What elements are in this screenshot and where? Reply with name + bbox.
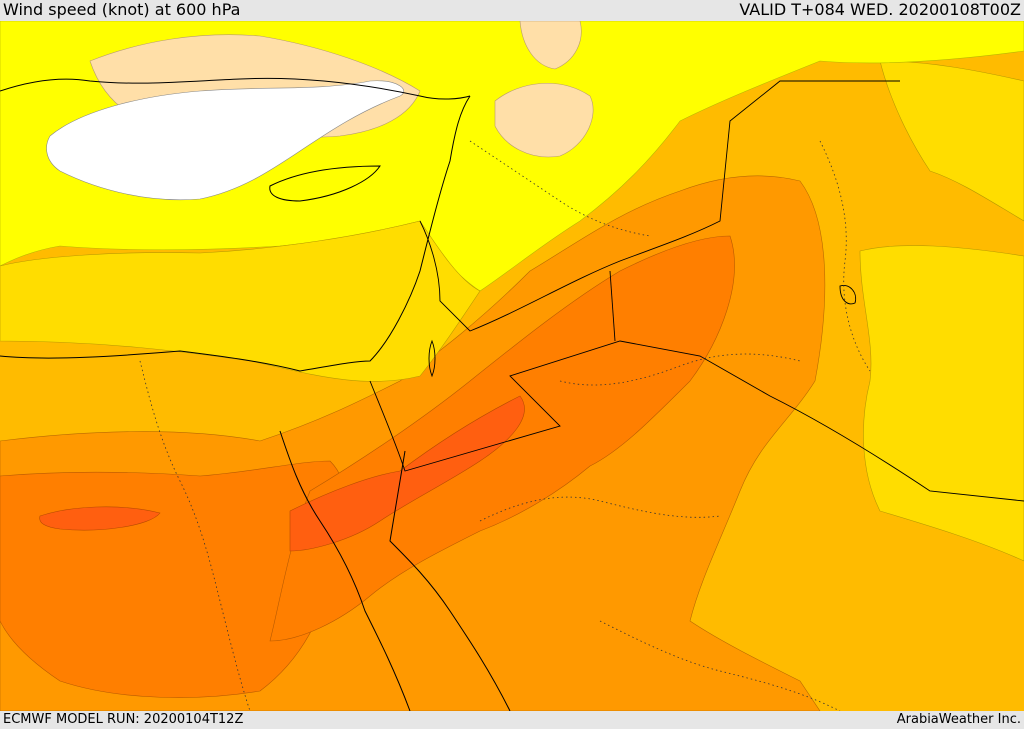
header-bar: Wind speed (knot) at 600 hPa VALID T+084… (0, 0, 1024, 21)
valid-time: VALID T+084 WED. 20200108T00Z (739, 0, 1021, 20)
map-title: Wind speed (knot) at 600 hPa (3, 0, 240, 20)
footer-bar: ECMWF MODEL RUN: 20200104T12Z ArabiaWeat… (0, 711, 1024, 729)
model-run: ECMWF MODEL RUN: 20200104T12Z (3, 711, 243, 729)
wind-speed-map (0, 21, 1024, 711)
credit-text: ArabiaWeather Inc. (897, 711, 1021, 729)
